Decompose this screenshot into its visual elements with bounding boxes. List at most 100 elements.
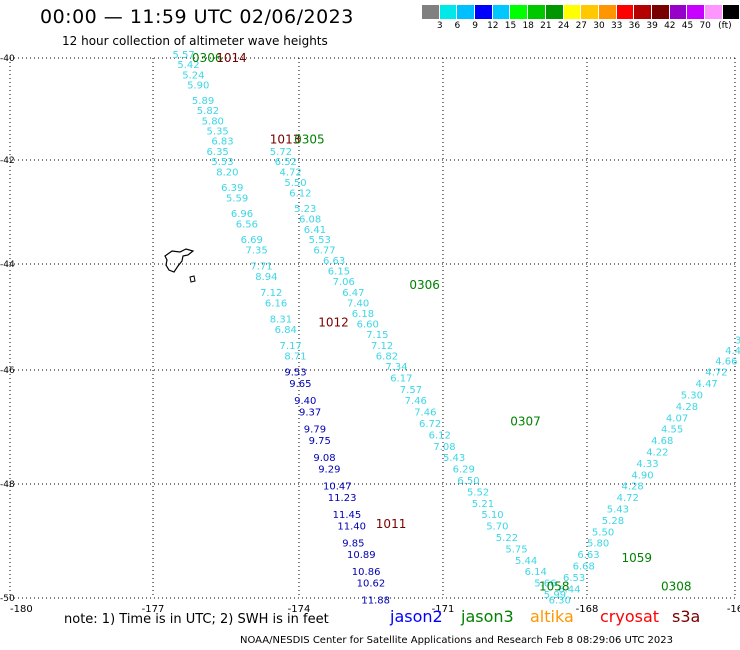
wave-height-value: 6.50 <box>457 476 479 487</box>
wave-height-value: 5.82 <box>197 106 219 117</box>
wave-height-value: 5.43 <box>443 453 465 464</box>
lat-tick-label: -44 <box>0 260 15 270</box>
wave-height-value: 7.46 <box>414 408 436 419</box>
pass-time-label: 0308 <box>661 580 692 594</box>
wave-height-value: 6.72 <box>419 419 441 430</box>
legend-swatch-10 <box>598 5 617 19</box>
wave-height-value: 5.57 <box>172 50 194 61</box>
wave-height-value: 6.18 <box>352 309 374 320</box>
altimeter-tracks: 5.575.425.245.905.895.825.805.356.836.35… <box>172 50 740 607</box>
legend-label: 27 <box>575 21 588 31</box>
legend-label: 36 <box>628 21 641 31</box>
wave-height-value: 5.59 <box>226 194 248 205</box>
wave-height-value: 4.28 <box>676 402 698 413</box>
wave-height-value: 4.66 <box>715 357 737 368</box>
wave-height-value: 9.75 <box>309 436 331 447</box>
wave-height-value: 5.89 <box>192 96 214 107</box>
legend-label: 45 <box>681 21 694 31</box>
wave-height-value: 6.12 <box>289 188 311 199</box>
legend-swatch-3 <box>475 5 493 19</box>
wave-height-value: 6.16 <box>265 298 287 309</box>
wave-height-value: 4.72 <box>280 168 302 179</box>
wave-height-value: 4.55 <box>661 425 683 436</box>
wave-height-value: 6.83 <box>211 137 233 148</box>
wave-height-value: 7.40 <box>347 298 369 309</box>
wave-height-value: 6.35 <box>207 147 229 158</box>
wave-height-value: 6.39 <box>221 183 243 194</box>
legend-swatch-1 <box>439 5 458 19</box>
legend-swatch-8 <box>563 5 582 19</box>
wave-height-value: 7.15 <box>366 330 388 341</box>
legend-label: 30 <box>593 21 605 31</box>
legend-label: 24 <box>557 21 570 31</box>
wave-height-value: 7.12 <box>371 341 393 352</box>
wave-height-value: 6.82 <box>376 351 398 362</box>
wave-height-value: 6.96 <box>231 209 253 220</box>
wave-height-value: 7.12 <box>260 288 282 299</box>
wave-height-value: 5.99 <box>544 590 566 601</box>
wave-height-value: 6.68 <box>573 562 595 573</box>
wave-height-value: 6.41 <box>304 225 326 236</box>
satellite-jason3: jason3 <box>461 607 514 626</box>
pass-time-label: 1059 <box>622 551 653 565</box>
legend-swatch-6 <box>528 5 546 19</box>
wave-height-value: 5.22 <box>496 533 518 544</box>
legend-swatch-9 <box>581 5 599 19</box>
pass-time-label: 1058 <box>539 580 570 594</box>
wave-height-value: 5.35 <box>207 127 229 138</box>
wave-height-value: 6.77 <box>313 246 335 257</box>
wave-height-value: 9.37 <box>299 408 321 419</box>
wave-height-value: 10.47 <box>323 482 352 493</box>
lat-tick-label: -40 <box>0 54 15 64</box>
lon-tick-label: -168 <box>576 604 599 615</box>
color-scale-labels: 3 6 9 12 15 18 21 24 27 30 33 36 39 42 45 70 (ft) <box>422 21 740 35</box>
legend-swatch-12 <box>634 5 652 19</box>
legend-label: 21 <box>540 21 552 31</box>
wave-height-value: 5.80 <box>202 116 224 127</box>
wave-height-value: 9.53 <box>284 368 306 379</box>
legend-swatch-15 <box>687 5 705 19</box>
wave-height-value: 3.99 <box>735 336 740 347</box>
wave-height-value: 6.52 <box>275 157 297 168</box>
satellite-jason2: jason2 <box>390 607 443 626</box>
wave-height-value: 4.28 <box>622 482 644 493</box>
wave-height-value: 8.71 <box>284 351 306 362</box>
wave-height-value: 4.72 <box>617 493 639 504</box>
wave-height-value: 7.06 <box>333 277 355 288</box>
wave-height-value: 7.46 <box>405 396 427 407</box>
wave-height-value: 7.57 <box>400 385 422 396</box>
wave-height-value: 5.53 <box>211 157 233 168</box>
wave-height-value: 8.20 <box>216 168 238 179</box>
pass-labels: 0306101410130305030610120307101110590308… <box>192 51 692 594</box>
wave-height-value: 5.24 <box>182 70 204 81</box>
longitude-tick-labels: -180 -177 -174 -171 -168 -16 <box>10 604 740 615</box>
wave-height-value: 7.08 <box>433 442 455 453</box>
wave-height-value: 4.68 <box>651 436 673 447</box>
wave-height-value: 5.66 <box>534 579 556 590</box>
wave-height-value: 5.50 <box>284 178 306 189</box>
wave-height-value: 4.90 <box>631 470 653 481</box>
lat-tick-label: -48 <box>0 480 15 490</box>
wave-height-value: 4.07 <box>666 413 688 424</box>
wave-height-value: 11.88 <box>361 596 390 607</box>
wave-height-value: 6.84 <box>275 325 297 336</box>
wave-height-value: 5.75 <box>505 544 527 555</box>
wave-height-value: 4.33 <box>636 459 658 470</box>
wave-height-value: 4.72 <box>705 368 727 379</box>
wave-height-value: 4.47 <box>696 379 718 390</box>
wave-height-value: 5.21 <box>472 499 494 510</box>
wave-height-value: 6.44 <box>558 584 580 595</box>
page-title: 00:00 — 11:59 UTC 02/06/2023 <box>40 6 354 28</box>
wave-height-value: 6.29 <box>453 465 475 476</box>
wave-height-value: 5.30 <box>681 391 703 402</box>
wave-height-value: 5.70 <box>486 522 508 533</box>
pass-time-label: 1012 <box>318 315 349 329</box>
legend-label: 33 <box>610 21 623 31</box>
wave-height-value: 7.35 <box>245 246 267 257</box>
wave-height-value: 6.56 <box>236 220 258 231</box>
wave-height-value: 5.90 <box>187 81 209 92</box>
lon-tick-label: -174 <box>288 604 311 615</box>
wave-height-value: 8.31 <box>270 314 292 325</box>
wave-height-value: 7.34 <box>385 362 407 373</box>
wave-height-value: 10.89 <box>347 550 376 561</box>
